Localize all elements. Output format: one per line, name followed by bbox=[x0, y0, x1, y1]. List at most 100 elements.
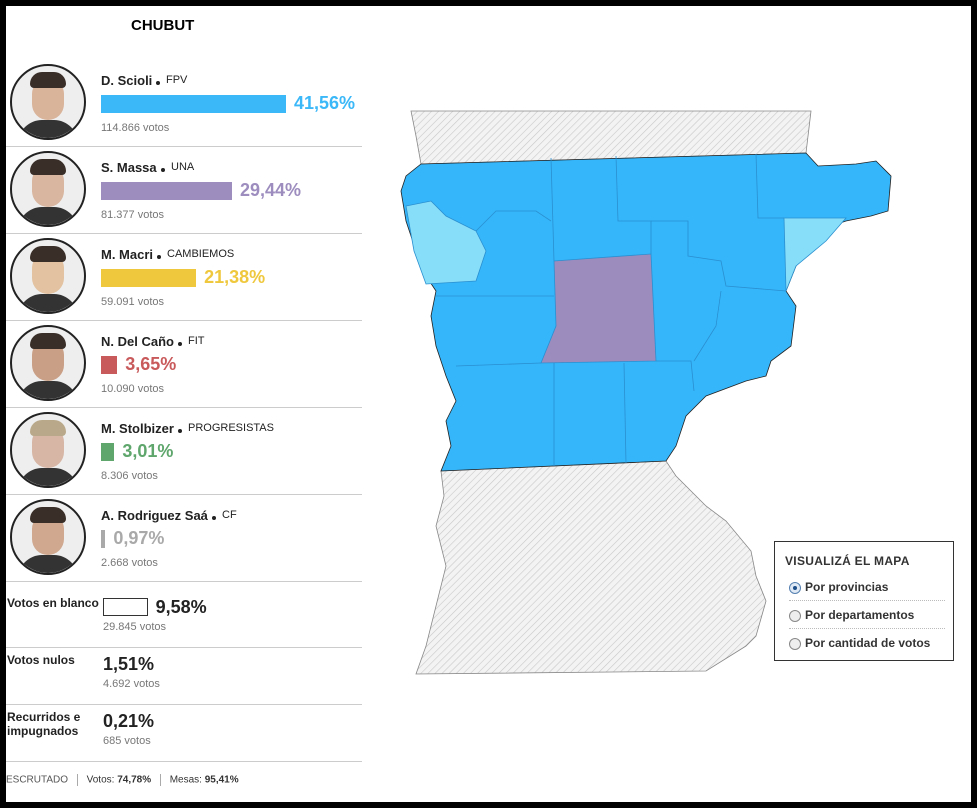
candidate-name: A. Rodriguez Saá bbox=[101, 508, 208, 523]
province-santa-cruz bbox=[415, 460, 767, 675]
shoulders bbox=[18, 207, 78, 225]
province-title: CHUBUT bbox=[131, 17, 195, 34]
bullet bbox=[212, 516, 216, 520]
separator bbox=[789, 628, 945, 629]
legend-title: VISUALIZÁ EL MAPA bbox=[785, 554, 910, 568]
bullet bbox=[178, 429, 182, 433]
separator bbox=[6, 581, 362, 582]
department-borders bbox=[436, 153, 787, 466]
result-percent: 3,65% bbox=[125, 354, 177, 374]
separator bbox=[6, 761, 362, 762]
candidate-photo bbox=[10, 412, 86, 488]
divider bbox=[76, 774, 78, 786]
radio-button[interactable] bbox=[789, 638, 801, 650]
separator bbox=[6, 647, 362, 648]
hair bbox=[30, 72, 66, 88]
result-bar bbox=[101, 269, 197, 287]
candidate-party: CF bbox=[222, 509, 237, 521]
vote-count: 59.091 votos bbox=[101, 296, 164, 308]
map[interactable] bbox=[386, 96, 906, 696]
separator bbox=[789, 600, 945, 601]
results-panel: D. Scioli FPV 41,56% 114.866 votos S. Massa U… bbox=[6, 6, 371, 796]
shoulders bbox=[18, 468, 78, 486]
shoulders bbox=[18, 555, 78, 573]
hair bbox=[30, 420, 66, 436]
footer-status: ESCRUTADO bbox=[6, 774, 69, 786]
vote-count: 8.306 votos bbox=[101, 470, 158, 482]
candidate-photo bbox=[10, 238, 86, 314]
vote-count: 114.866 votos bbox=[101, 122, 170, 134]
result-bar bbox=[101, 356, 118, 374]
radio-dot bbox=[793, 586, 797, 590]
candidate-party: PROGRESISTAS bbox=[188, 422, 274, 434]
bullet bbox=[157, 255, 161, 259]
candidate-name: N. Del Caño bbox=[101, 334, 174, 349]
result-percent: 9,58% bbox=[155, 597, 207, 617]
map-option[interactable]: Por departamentos bbox=[805, 608, 915, 622]
separator bbox=[6, 704, 362, 705]
bullet bbox=[178, 342, 182, 346]
vote-count: 4.692 votos bbox=[103, 678, 160, 690]
candidate-photo bbox=[10, 64, 86, 140]
vote-count: 29.845 votos bbox=[103, 621, 166, 633]
result-bar bbox=[101, 182, 232, 200]
candidate-party: UNA bbox=[171, 161, 195, 173]
result-percent: 0,97% bbox=[113, 528, 165, 548]
candidate-photo bbox=[10, 151, 86, 227]
vote-count: 685 votos bbox=[103, 735, 151, 747]
department-light-west[interactable] bbox=[405, 200, 487, 285]
hair bbox=[30, 333, 66, 349]
bullet bbox=[161, 168, 165, 172]
other-label: Votos nulos bbox=[7, 653, 75, 667]
department-purple[interactable] bbox=[540, 253, 657, 364]
candidate-name: D. Scioli bbox=[101, 73, 153, 88]
vote-count: 10.090 votos bbox=[101, 383, 164, 395]
separator bbox=[6, 494, 362, 495]
map-option[interactable]: Por cantidad de votos bbox=[805, 636, 931, 650]
footer-tables-label: Mesas: bbox=[169, 774, 202, 786]
map-option[interactable]: Por provincias bbox=[805, 580, 889, 594]
separator bbox=[6, 233, 362, 234]
shoulders bbox=[18, 120, 78, 138]
candidate-party: FIT bbox=[188, 335, 205, 347]
result-percent: 29,44% bbox=[240, 180, 302, 200]
bullet bbox=[156, 81, 160, 85]
candidate-name: M. Macri bbox=[101, 247, 154, 262]
department-light-east[interactable] bbox=[783, 217, 847, 292]
other-label: Recurridos e impugnados bbox=[7, 710, 81, 738]
shoulders bbox=[18, 381, 78, 399]
footer-tables-value: 95,41% bbox=[204, 774, 239, 786]
vote-count: 81.377 votos bbox=[101, 209, 164, 221]
footer-votes-label: Votos: bbox=[86, 774, 115, 786]
result-percent: 3,01% bbox=[122, 441, 174, 461]
result-percent: 1,51% bbox=[103, 654, 155, 674]
map-legend: VISUALIZÁ EL MAPA Por provincias Por depa… bbox=[774, 541, 954, 661]
candidate-party: FPV bbox=[166, 74, 188, 86]
separator bbox=[6, 146, 362, 147]
result-bar bbox=[101, 95, 286, 113]
footer-votes-value: 74,78% bbox=[117, 774, 152, 786]
other-label: Votos en blanco bbox=[7, 596, 99, 610]
separator bbox=[6, 407, 362, 408]
footer: ESCRUTADO Votos: 74,78% Mesas: 95,41% bbox=[6, 774, 239, 786]
divider bbox=[159, 774, 161, 786]
vote-count: 2.668 votos bbox=[101, 557, 158, 569]
candidate-name: M. Stolbizer bbox=[101, 421, 174, 436]
candidate-name: S. Massa bbox=[101, 160, 157, 175]
candidate-photo bbox=[10, 499, 86, 575]
radio-button[interactable] bbox=[789, 582, 801, 594]
result-percent: 41,56% bbox=[293, 93, 355, 113]
shoulders bbox=[18, 294, 78, 312]
result-bar bbox=[103, 598, 148, 616]
result-bar bbox=[101, 530, 106, 548]
separator bbox=[6, 320, 362, 321]
candidate-party: CAMBIEMOS bbox=[167, 248, 235, 260]
radio-button[interactable] bbox=[789, 610, 801, 622]
hair bbox=[30, 159, 66, 175]
hair bbox=[30, 246, 66, 262]
hair bbox=[30, 507, 66, 523]
result-percent: 0,21% bbox=[103, 711, 155, 731]
result-percent: 21,38% bbox=[204, 267, 266, 287]
candidate-photo bbox=[10, 325, 86, 401]
